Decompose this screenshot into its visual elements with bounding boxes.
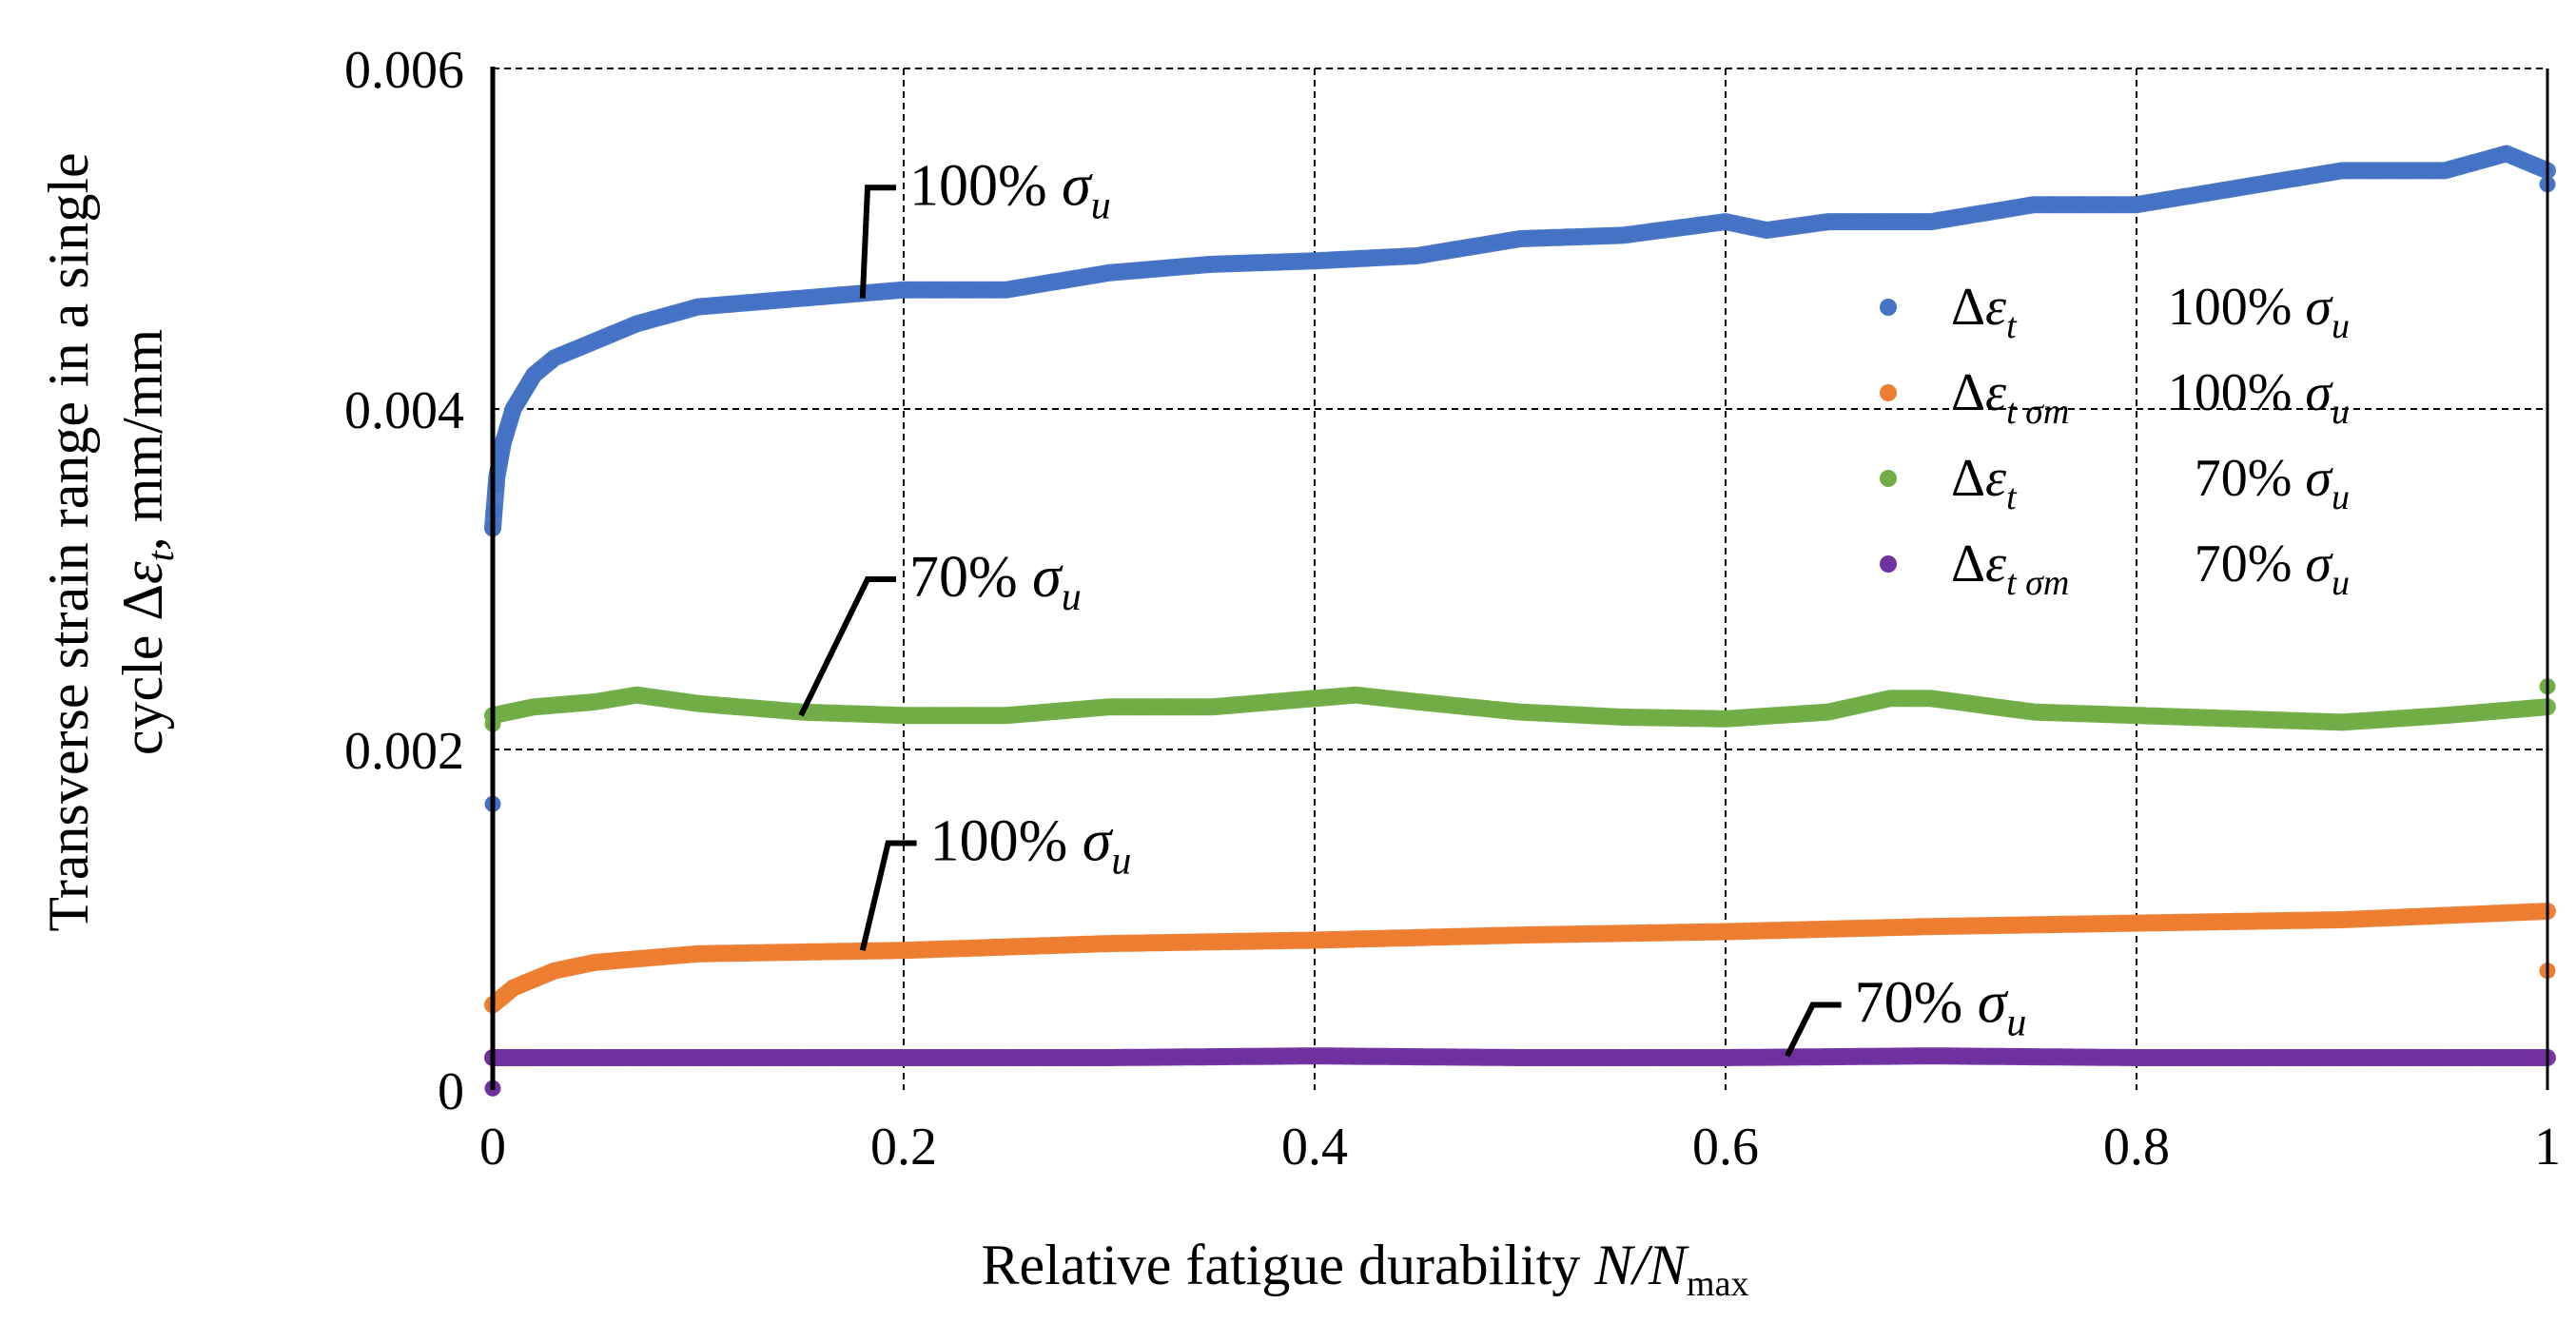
- legend-label: 100% σu: [2168, 363, 2350, 432]
- annotation-leader-line: [859, 840, 917, 951]
- annotation-label: 70% σu: [909, 545, 1082, 619]
- x-tick-label: 1: [2534, 1118, 2561, 1177]
- annotation: 100% σu: [859, 153, 1111, 299]
- legend-marker: [1880, 555, 1897, 573]
- legend-entry-2: Δεt 70% σu: [1880, 449, 2350, 517]
- annotation: 70% σu: [1785, 971, 2027, 1058]
- annotations: 100% σu 70% σu 100% σu 70% σu: [798, 153, 2027, 1058]
- legend-marker: [1880, 299, 1897, 316]
- y-axis-title: Transverse strain range in a single cycl…: [37, 152, 182, 931]
- legend-symbol: Δεt σm: [1951, 363, 2069, 432]
- x-tick-label: 0: [479, 1118, 506, 1177]
- annotation: 70% σu: [798, 545, 1082, 717]
- x-tick-label: 0.4: [1281, 1118, 1348, 1177]
- x-tick-label: 0.8: [2103, 1118, 2170, 1177]
- data-point: [2535, 161, 2552, 178]
- x-tick-label: 0.2: [870, 1118, 937, 1177]
- legend-label: 70% σu: [2195, 449, 2350, 517]
- axes: [490, 67, 2549, 1090]
- data-point: [2535, 1049, 2552, 1066]
- annotation: 100% σu: [859, 808, 1132, 951]
- y-axis-title-line1: Transverse strain range in a single: [37, 152, 100, 931]
- x-tick-label: 0.6: [1692, 1118, 1759, 1177]
- annotation-leader-line: [798, 576, 896, 717]
- legend-marker: [1880, 384, 1897, 401]
- legend-symbol: Δεt σm: [1951, 535, 2069, 603]
- legend: Δεt 100% σu Δεt σm 100% σu Δεt 70% σu Δεt σm 70…: [1880, 278, 2350, 603]
- legend-entry-3: Δεt σm 70% σu: [1880, 535, 2350, 603]
- y-axis-title-line2: cycle Δεt, mm/mm: [111, 329, 182, 755]
- annotation-label: 70% σu: [1855, 971, 2027, 1045]
- legend-entry-1: Δεt σm 100% σu: [1880, 363, 2350, 432]
- legend-symbol: Δεt: [1951, 449, 2018, 517]
- legend-label: 70% σu: [2195, 535, 2350, 603]
- annotation-leader-line: [859, 185, 896, 299]
- series-1: [484, 903, 2556, 1014]
- legend-label: 100% σu: [2168, 278, 2350, 346]
- y-tick-label: 0.002: [344, 722, 464, 781]
- tick-labels: 0 0.2 0.4 0.6 0.8 1 0 0.002 0.004 0.006: [344, 41, 2561, 1177]
- y-tick-label: 0.006: [344, 41, 464, 100]
- data-point: [2535, 903, 2552, 920]
- annotation-label: 100% σu: [909, 153, 1111, 227]
- data-series: [484, 145, 2556, 1097]
- y-tick-label: 0: [438, 1062, 464, 1121]
- y-tick-label: 0.004: [344, 381, 464, 440]
- data-point: [2535, 699, 2552, 716]
- legend-entry-0: Δεt 100% σu: [1880, 278, 2350, 346]
- series-3: [484, 1047, 2556, 1066]
- x-axis-title: Relative fatigue durability N/Nmax: [982, 1234, 1749, 1304]
- series-2: [484, 686, 2556, 731]
- legend-marker: [1880, 470, 1897, 487]
- annotation-leader-line: [1785, 1002, 1842, 1058]
- series-0: [484, 145, 2556, 537]
- legend-symbol: Δεt: [1951, 278, 2018, 346]
- annotation-label: 100% σu: [930, 808, 1132, 883]
